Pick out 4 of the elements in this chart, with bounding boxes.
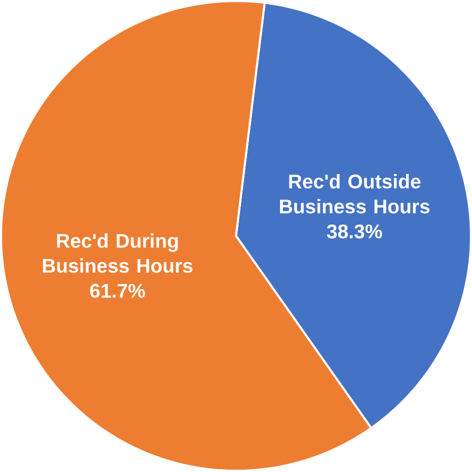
data-label: 61.7% [90, 284, 145, 298]
slice-label: Rec'd Outside Business Hours [280, 174, 430, 214]
data-label: 38.3% [326, 224, 382, 239]
slice-label: Rec'd During Business Hours [43, 233, 192, 273]
